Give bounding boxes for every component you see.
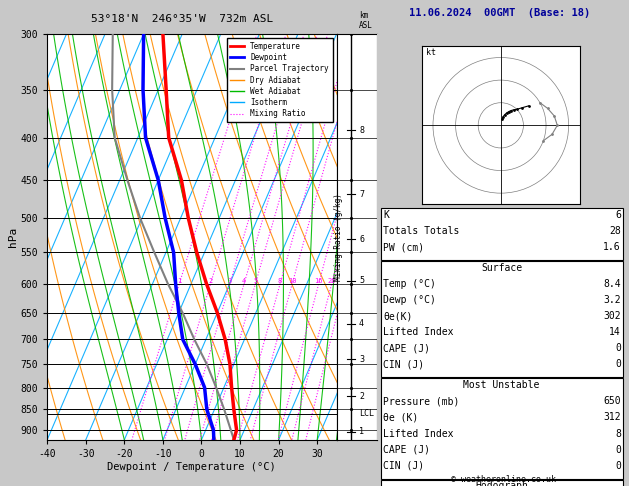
Text: 53°18'N  246°35'W  732m ASL: 53°18'N 246°35'W 732m ASL [91,14,274,24]
Text: Most Unstable: Most Unstable [464,381,540,390]
Text: 16: 16 [314,278,323,284]
Text: 312: 312 [603,413,621,422]
Text: CAPE (J): CAPE (J) [383,445,430,454]
Text: Temp (°C): Temp (°C) [383,279,436,289]
Text: 7: 7 [359,190,364,199]
Text: 10: 10 [288,278,296,284]
Text: θe (K): θe (K) [383,413,418,422]
Text: 8: 8 [278,278,282,284]
Text: 5: 5 [253,278,257,284]
Text: 14: 14 [609,328,621,337]
Text: Pressure (mb): Pressure (mb) [383,397,459,406]
Text: 6: 6 [615,210,621,220]
Text: 8: 8 [615,429,621,438]
Text: 1: 1 [177,278,181,284]
Text: 0: 0 [615,461,621,470]
Text: CIN (J): CIN (J) [383,461,424,470]
Text: 5: 5 [359,277,364,285]
Text: 650: 650 [603,397,621,406]
Text: 0: 0 [615,445,621,454]
Text: LCL: LCL [359,409,374,418]
Text: Mixing Ratio (g/kg): Mixing Ratio (g/kg) [334,193,343,281]
Text: Dewp (°C): Dewp (°C) [383,295,436,305]
Text: K: K [383,210,389,220]
Text: CIN (J): CIN (J) [383,360,424,369]
Text: km
ASL: km ASL [359,11,373,30]
X-axis label: Dewpoint / Temperature (°C): Dewpoint / Temperature (°C) [108,462,276,471]
Text: 4: 4 [242,278,246,284]
Text: 28: 28 [609,226,621,236]
Text: kt: kt [426,48,436,57]
Text: 11.06.2024  00GMT  (Base: 18): 11.06.2024 00GMT (Base: 18) [409,8,591,18]
Text: 3: 3 [228,278,232,284]
Text: 0: 0 [615,360,621,369]
Text: Totals Totals: Totals Totals [383,226,459,236]
Text: 8: 8 [359,126,364,135]
Text: 6: 6 [359,235,364,243]
Text: 3: 3 [359,355,364,364]
Text: Lifted Index: Lifted Index [383,429,454,438]
Text: Surface: Surface [481,263,522,273]
Text: 0: 0 [615,344,621,353]
Text: 3.2: 3.2 [603,295,621,305]
Text: Lifted Index: Lifted Index [383,328,454,337]
Text: 2: 2 [359,392,364,401]
Text: 2: 2 [208,278,213,284]
Text: © weatheronline.co.uk: © weatheronline.co.uk [451,474,555,484]
Text: 1: 1 [359,428,364,436]
Legend: Temperature, Dewpoint, Parcel Trajectory, Dry Adiabat, Wet Adiabat, Isotherm, Mi: Temperature, Dewpoint, Parcel Trajectory… [226,38,333,122]
Text: CAPE (J): CAPE (J) [383,344,430,353]
Text: PW (cm): PW (cm) [383,243,424,252]
Y-axis label: hPa: hPa [8,227,18,247]
Text: 20: 20 [328,278,336,284]
Text: Hodograph: Hodograph [475,482,528,486]
Text: θe(K): θe(K) [383,312,413,321]
Text: 8.4: 8.4 [603,279,621,289]
Text: 1.6: 1.6 [603,243,621,252]
Text: 4: 4 [359,319,364,328]
Text: 302: 302 [603,312,621,321]
